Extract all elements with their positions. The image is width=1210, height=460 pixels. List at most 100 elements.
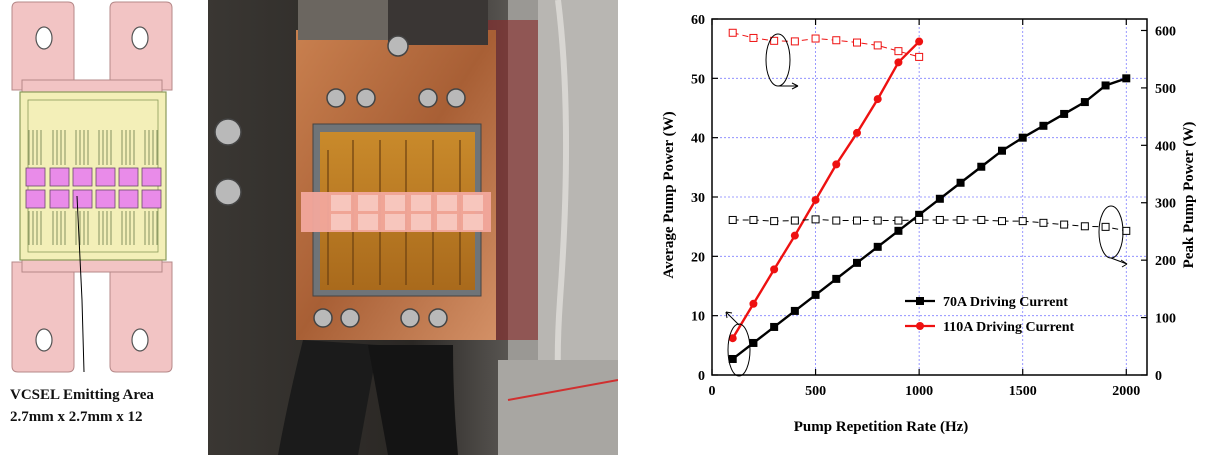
data-point — [1039, 121, 1048, 130]
y-tick-label: 30 — [691, 191, 705, 206]
hole-icon — [131, 26, 149, 50]
y-tick-label: 50 — [691, 72, 705, 87]
hole-icon — [35, 26, 53, 50]
data-point — [1018, 217, 1027, 226]
y2-tick-label: 500 — [1155, 82, 1176, 97]
hole-icon — [131, 328, 149, 352]
data-point — [749, 215, 758, 224]
data-point — [728, 215, 737, 224]
data-point — [832, 274, 841, 283]
emitting-area-caption: VCSEL Emitting Area — [10, 387, 154, 403]
x-tick-label: 1000 — [905, 384, 933, 399]
data-point — [728, 354, 737, 363]
emitter-square — [95, 189, 116, 209]
data-point — [873, 216, 882, 225]
data-point — [770, 322, 779, 331]
data-point — [811, 34, 820, 43]
y2-tick-label: 300 — [1155, 197, 1176, 212]
data-point — [1101, 81, 1110, 90]
series-2 — [728, 215, 1131, 235]
emitter-square — [49, 167, 70, 187]
data-point — [894, 226, 903, 235]
series-0 — [728, 74, 1131, 363]
data-point — [894, 216, 903, 225]
data-point — [977, 215, 986, 224]
emitter-square — [118, 189, 139, 209]
y-tick-label: 60 — [691, 13, 705, 28]
data-point — [770, 217, 779, 226]
data-point — [770, 36, 779, 45]
vcsel-array-photo — [208, 0, 618, 455]
left-axis-arrow — [725, 311, 740, 326]
data-point — [853, 216, 861, 225]
data-point — [998, 146, 1006, 155]
emitter-square — [95, 167, 116, 187]
pointer-line — [76, 195, 85, 373]
data-point — [1101, 222, 1110, 231]
y-tick-label: 10 — [691, 310, 705, 325]
data-point — [1080, 222, 1089, 231]
legend-entry-110a: 110A Driving Current — [943, 320, 1075, 335]
data-point — [1060, 220, 1069, 229]
data-point — [873, 41, 882, 50]
emitting-area-dimensions: 2.7mm x 2.7mm x 12 — [10, 409, 143, 425]
data-point — [935, 194, 944, 203]
data-point — [1122, 226, 1131, 235]
data-point — [1060, 109, 1069, 118]
data-point — [790, 216, 799, 225]
data-point — [956, 215, 965, 224]
data-point — [832, 36, 841, 45]
x-tick-label: 2000 — [1112, 384, 1140, 399]
x-axis-label: Pump Repetition Rate (Hz) — [794, 419, 969, 435]
data-point — [915, 37, 924, 46]
series-3 — [728, 28, 924, 61]
emitter-square — [72, 189, 93, 209]
data-point — [935, 215, 944, 224]
data-point — [1039, 218, 1048, 227]
data-point — [811, 215, 820, 224]
series-line — [731, 40, 920, 339]
y2-tick-label: 400 — [1155, 139, 1176, 154]
data-point — [728, 28, 737, 37]
pump-power-chart: 0 500 1000 1500 2000 0 10 20 30 40 50 60 0 100 200 300 4… — [640, 0, 1210, 455]
data-point — [998, 217, 1006, 226]
data-point — [728, 334, 737, 343]
series-1 — [728, 37, 924, 343]
data-point — [1122, 74, 1131, 83]
data-point — [811, 195, 820, 204]
data-point — [790, 37, 799, 46]
data-point — [894, 47, 903, 56]
emitter-square — [118, 167, 139, 187]
emitter-square — [141, 189, 162, 209]
data-point — [915, 210, 924, 219]
data-point — [915, 215, 924, 224]
emitter-square — [25, 167, 46, 187]
data-point — [749, 33, 758, 42]
data-point — [790, 306, 799, 315]
y2-tick-label: 600 — [1155, 24, 1176, 39]
data-point — [1018, 133, 1027, 142]
data-point — [853, 38, 861, 47]
data-point — [1080, 98, 1089, 107]
y2-tick-label: 0 — [1155, 369, 1162, 384]
data-point — [790, 231, 799, 240]
data-point — [894, 58, 903, 67]
legend-entry-70a: 70A Driving Current — [943, 295, 1068, 310]
data-point — [915, 52, 924, 61]
emitter-square — [141, 167, 162, 187]
y-tick-label: 20 — [691, 250, 705, 265]
data-point — [873, 95, 882, 104]
y-axis-label: Average Pump Power (W) — [661, 111, 677, 278]
tab-bottom-right — [109, 261, 173, 373]
vcsel-schematic: VCSEL Emitting Area 2.7mm x 2.7mm x 12 — [0, 0, 200, 455]
right-axis-indicator-bottom — [1098, 205, 1124, 259]
y2-axis-label: Peak Pump Power (W) — [1181, 122, 1197, 269]
emitter-square — [72, 167, 93, 187]
chart-canvas: 0 500 1000 1500 2000010203040506001002003004… — [661, 13, 1197, 435]
data-point — [853, 128, 861, 137]
data-point — [977, 162, 986, 171]
x-tick-label: 1500 — [1009, 384, 1037, 399]
legend: 70A Driving Current 110A Driving Current — [905, 295, 1075, 335]
y-tick-label: 0 — [698, 369, 705, 384]
y2-tick-label: 200 — [1155, 254, 1176, 269]
